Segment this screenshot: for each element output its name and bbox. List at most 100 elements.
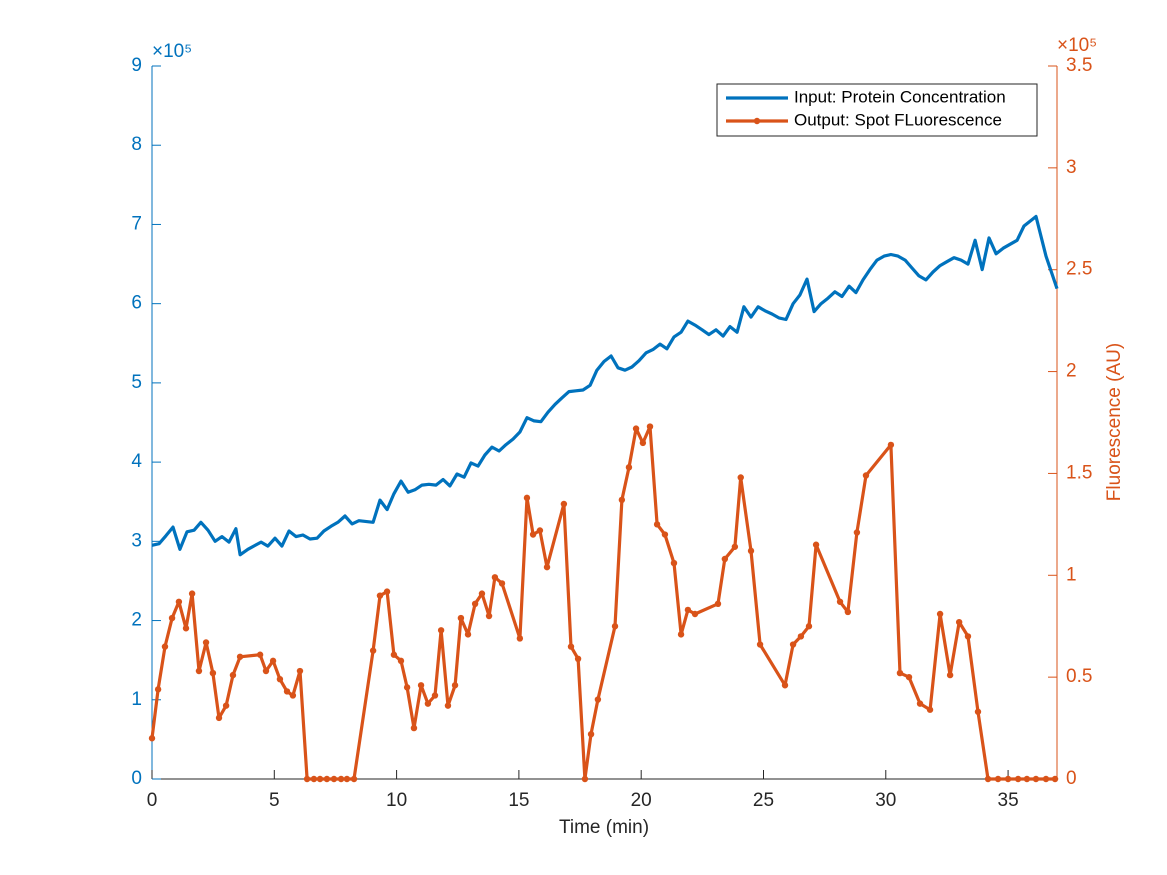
marker bbox=[1014, 775, 1022, 783]
marker bbox=[1004, 775, 1012, 783]
marker bbox=[491, 574, 499, 581]
marker bbox=[403, 684, 411, 691]
marker bbox=[646, 423, 654, 430]
marker bbox=[202, 639, 210, 646]
marker bbox=[168, 614, 176, 622]
y-tick-label: 0 bbox=[131, 768, 142, 789]
y-tick-label: 8 bbox=[131, 134, 142, 155]
marker bbox=[175, 598, 183, 605]
marker bbox=[256, 651, 264, 658]
marker bbox=[797, 633, 805, 640]
marker bbox=[905, 673, 913, 681]
marker bbox=[383, 588, 391, 595]
marker bbox=[653, 521, 661, 528]
marker bbox=[781, 682, 789, 689]
x-tick-label: 0 bbox=[147, 790, 158, 811]
marker bbox=[567, 643, 575, 650]
marker bbox=[498, 580, 506, 587]
x-tick-label: 35 bbox=[998, 790, 1019, 811]
marker bbox=[376, 592, 384, 599]
marker bbox=[805, 623, 813, 630]
marker bbox=[955, 618, 963, 626]
marker bbox=[836, 598, 844, 605]
y-tick-label: 9 bbox=[131, 55, 142, 76]
marker bbox=[611, 623, 619, 630]
y-tick-label: 7 bbox=[131, 213, 142, 234]
marker bbox=[731, 543, 739, 550]
y2-axis-label: Fluorescence (AU) bbox=[1104, 343, 1125, 501]
marker bbox=[457, 614, 465, 622]
marker bbox=[182, 625, 190, 632]
marker bbox=[337, 775, 345, 783]
marker bbox=[215, 714, 223, 722]
y2-tick-label: 3.5 bbox=[1066, 55, 1092, 76]
marker bbox=[276, 675, 284, 683]
marker bbox=[397, 657, 405, 665]
marker bbox=[632, 425, 640, 432]
y2-tick-label: 1 bbox=[1066, 564, 1077, 585]
x-tick-label: 5 bbox=[269, 790, 280, 811]
marker bbox=[1042, 775, 1050, 783]
legend-box bbox=[716, 83, 1038, 137]
marker bbox=[714, 600, 722, 608]
marker bbox=[862, 472, 870, 479]
marker bbox=[1051, 775, 1059, 783]
marker bbox=[737, 474, 744, 481]
marker bbox=[296, 667, 304, 675]
x-tick-label: 20 bbox=[631, 790, 652, 811]
marker bbox=[543, 563, 551, 571]
marker bbox=[188, 590, 196, 597]
marker bbox=[789, 641, 797, 648]
marker bbox=[262, 667, 270, 675]
marker bbox=[323, 775, 331, 783]
marker bbox=[330, 775, 338, 783]
legend-label: Output: Spot FLuorescence bbox=[794, 110, 1002, 129]
marker bbox=[594, 696, 602, 703]
marker bbox=[417, 682, 425, 689]
marker bbox=[984, 775, 992, 783]
marker bbox=[677, 631, 685, 638]
marker bbox=[936, 610, 944, 618]
marker bbox=[756, 641, 764, 648]
marker bbox=[684, 606, 692, 614]
marker bbox=[946, 671, 954, 679]
marker bbox=[350, 775, 358, 783]
marker bbox=[154, 686, 162, 693]
x-axis-label: Time (min) bbox=[559, 817, 649, 838]
marker bbox=[283, 688, 291, 695]
marker bbox=[222, 702, 230, 709]
marker bbox=[148, 735, 156, 742]
y2-tick-label: 2 bbox=[1066, 361, 1077, 382]
marker bbox=[236, 653, 244, 660]
marker bbox=[431, 692, 439, 699]
y-tick-label: 5 bbox=[131, 372, 142, 393]
marker bbox=[195, 667, 203, 675]
legend-marker bbox=[753, 117, 761, 125]
marker bbox=[896, 669, 904, 677]
marker bbox=[587, 730, 595, 738]
y-tick-label: 2 bbox=[131, 610, 142, 631]
marker bbox=[529, 531, 537, 538]
marker bbox=[410, 724, 418, 732]
x-tick-label: 10 bbox=[386, 790, 407, 811]
y2-tick-label: 3 bbox=[1066, 157, 1077, 178]
y2-tick-label: 2.5 bbox=[1066, 259, 1092, 280]
marker bbox=[316, 775, 324, 783]
marker bbox=[853, 529, 861, 536]
y2-tick-label: 1.5 bbox=[1066, 462, 1092, 483]
marker bbox=[451, 682, 459, 689]
marker bbox=[670, 559, 678, 567]
series-line bbox=[150, 425, 1055, 781]
marker bbox=[523, 494, 531, 502]
marker bbox=[747, 547, 755, 555]
marker bbox=[974, 708, 982, 715]
marker bbox=[289, 692, 297, 699]
marker bbox=[887, 441, 895, 449]
marker bbox=[478, 590, 486, 597]
marker bbox=[721, 555, 729, 563]
marker bbox=[369, 647, 377, 654]
y-tick-label: 4 bbox=[131, 451, 142, 472]
x-tick-label: 25 bbox=[753, 790, 774, 811]
marker bbox=[485, 612, 493, 620]
